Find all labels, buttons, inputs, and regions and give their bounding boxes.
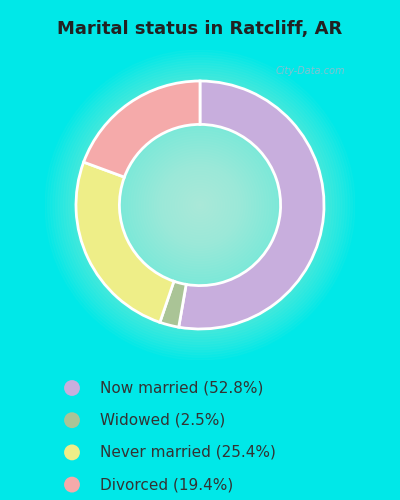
Text: Never married (25.4%): Never married (25.4%)	[100, 445, 276, 460]
Text: Divorced (19.4%): Divorced (19.4%)	[100, 477, 233, 492]
Wedge shape	[179, 81, 324, 329]
Wedge shape	[84, 81, 200, 177]
Text: Marital status in Ratcliff, AR: Marital status in Ratcliff, AR	[57, 20, 343, 38]
Text: Now married (52.8%): Now married (52.8%)	[100, 380, 263, 396]
Text: Widowed (2.5%): Widowed (2.5%)	[100, 412, 225, 428]
Wedge shape	[76, 162, 174, 322]
Text: City-Data.com: City-Data.com	[276, 66, 346, 76]
Wedge shape	[160, 282, 186, 327]
